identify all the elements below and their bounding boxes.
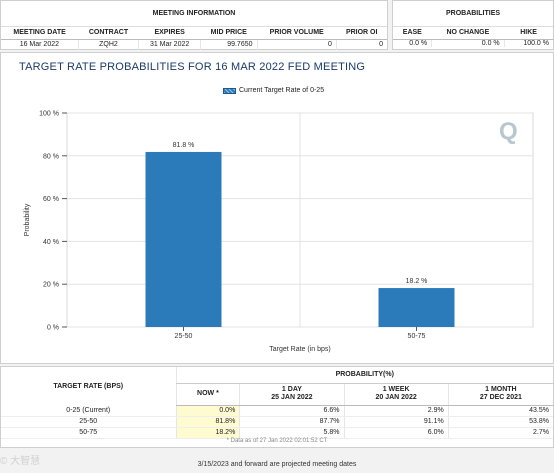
bar-data-label: 81.8 %	[173, 142, 195, 149]
bar-data-label: 18.2 %	[406, 278, 428, 285]
y-tick-label: 0 %	[47, 325, 59, 332]
target-rate-header: TARGET RATE (BPS)	[53, 382, 124, 390]
bar-chart: 0 % 20 % 40 % 60 % 80 % 100 % 81.8 % 25-50 18.2 …	[24, 111, 534, 353]
bar	[378, 288, 455, 327]
col-no-change: NO CHANGE	[431, 25, 505, 40]
probability-table-panel: TARGET RATE (BPS) PROBABILITY(%) NOW * 1…	[0, 366, 554, 448]
expires-value: 31 Mar 2022	[138, 39, 201, 50]
ease-value: 0.0 %	[409, 39, 428, 47]
probability-header: PROBABILITY(%)	[175, 367, 553, 384]
col-mid-price: MID PRICE	[200, 25, 258, 40]
col-hike: HIKE	[504, 25, 553, 40]
col-now: NOW *	[175, 383, 240, 406]
meeting-info-title: MEETING INFORMATION	[1, 1, 387, 26]
y-tick-label: 80 %	[43, 153, 59, 160]
col-prior-oi: PRIOR OI	[336, 25, 387, 40]
week-cell: 2.9%	[343, 405, 449, 417]
legend-label: Current Target Rate of 0-25	[239, 87, 325, 94]
data-timestamp-footnote: * Data as of 27 Jan 2022 02:01:52 CT	[226, 438, 328, 444]
chart-panel: TARGET RATE PROBABILITIES FOR 16 MAR 202…	[0, 52, 554, 364]
rate-cell: 50-75	[1, 427, 176, 439]
table-row: 25-50 81.8% 87.7% 91.1% 53.8%	[1, 416, 553, 428]
mid-price-value: 99.7650	[200, 39, 258, 50]
prior-oi-value: 0	[335, 39, 387, 50]
hike-value: 100.0 %	[503, 39, 553, 47]
contract-value: ZQH2	[77, 39, 139, 50]
month-cell: 43.5%	[447, 405, 553, 417]
day-cell: 87.7%	[239, 416, 345, 428]
day-cell: 6.6%	[239, 405, 345, 417]
no-change-value: 0.0 %	[431, 39, 505, 47]
x-tick-label: 50-75	[408, 333, 426, 340]
x-tick-label: 25-50	[175, 333, 193, 340]
col-contract: CONTRACT	[78, 25, 139, 40]
meeting-date-value: 16 Mar 2022	[19, 41, 60, 49]
rate-cell: 0-25 (Current)	[1, 405, 176, 417]
watermark-logo: © 大智慧	[0, 456, 41, 467]
y-tick-label: 60 %	[43, 196, 59, 203]
week-cell: 91.1%	[343, 416, 449, 428]
prior-volume-value: 0	[256, 39, 337, 50]
probability-table: TARGET RATE (BPS) PROBABILITY(%) NOW * 1…	[1, 367, 553, 439]
col-1-day: 1 DAY 25 JAN 2022	[239, 383, 345, 406]
y-tick-label: 20 %	[43, 282, 59, 289]
now-cell: 0.0%	[175, 405, 240, 417]
rate-cell: 25-50	[1, 416, 176, 428]
chart-title: TARGET RATE PROBABILITIES FOR 16 MAR 202…	[19, 61, 366, 73]
projection-note: 3/15/2023 and forward are projected meet…	[197, 461, 357, 468]
month-cell: 53.8%	[447, 416, 553, 428]
y-tick-label: 40 %	[43, 239, 59, 246]
col-prior-volume: PRIOR VOLUME	[257, 25, 337, 40]
col-ease: EASE	[393, 25, 432, 40]
probabilities-title: PROBABILITIES	[393, 1, 553, 26]
bar	[145, 151, 222, 327]
y-axis-label: Probability	[24, 203, 31, 236]
probabilities-panel: PROBABILITIES EASE NO CHANGE HIKE 0.0 % …	[392, 0, 554, 50]
now-cell: 18.2%	[175, 427, 240, 439]
chart-legend[interactable]: Current Target Rate of 0-25	[223, 87, 324, 94]
now-cell: 81.8%	[175, 416, 240, 428]
table-row: 50-75 18.2% 5.8% 6.0% 2.7%	[1, 427, 553, 439]
col-1-month: 1 MONTH 27 DEC 2021	[447, 383, 553, 406]
y-tick-label: 100 %	[39, 111, 59, 118]
month-cell: 2.7%	[447, 427, 553, 439]
col-meeting-date: MEETING DATE	[1, 25, 79, 40]
week-cell: 6.0%	[343, 427, 449, 439]
meeting-info-panel: MEETING INFORMATION MEETING DATE CONTRAC…	[0, 0, 388, 50]
cme-q-logo: Q	[499, 118, 518, 145]
legend-swatch	[223, 87, 236, 94]
day-cell: 5.8%	[239, 427, 345, 439]
col-expires: EXPIRES	[138, 25, 201, 40]
table-row: 0-25 (Current) 0.0% 6.6% 2.9% 43.5%	[1, 405, 553, 417]
x-axis-label: Target Rate (in bps)	[269, 346, 330, 353]
col-1-week: 1 WEEK 20 JAN 2022	[343, 383, 449, 406]
